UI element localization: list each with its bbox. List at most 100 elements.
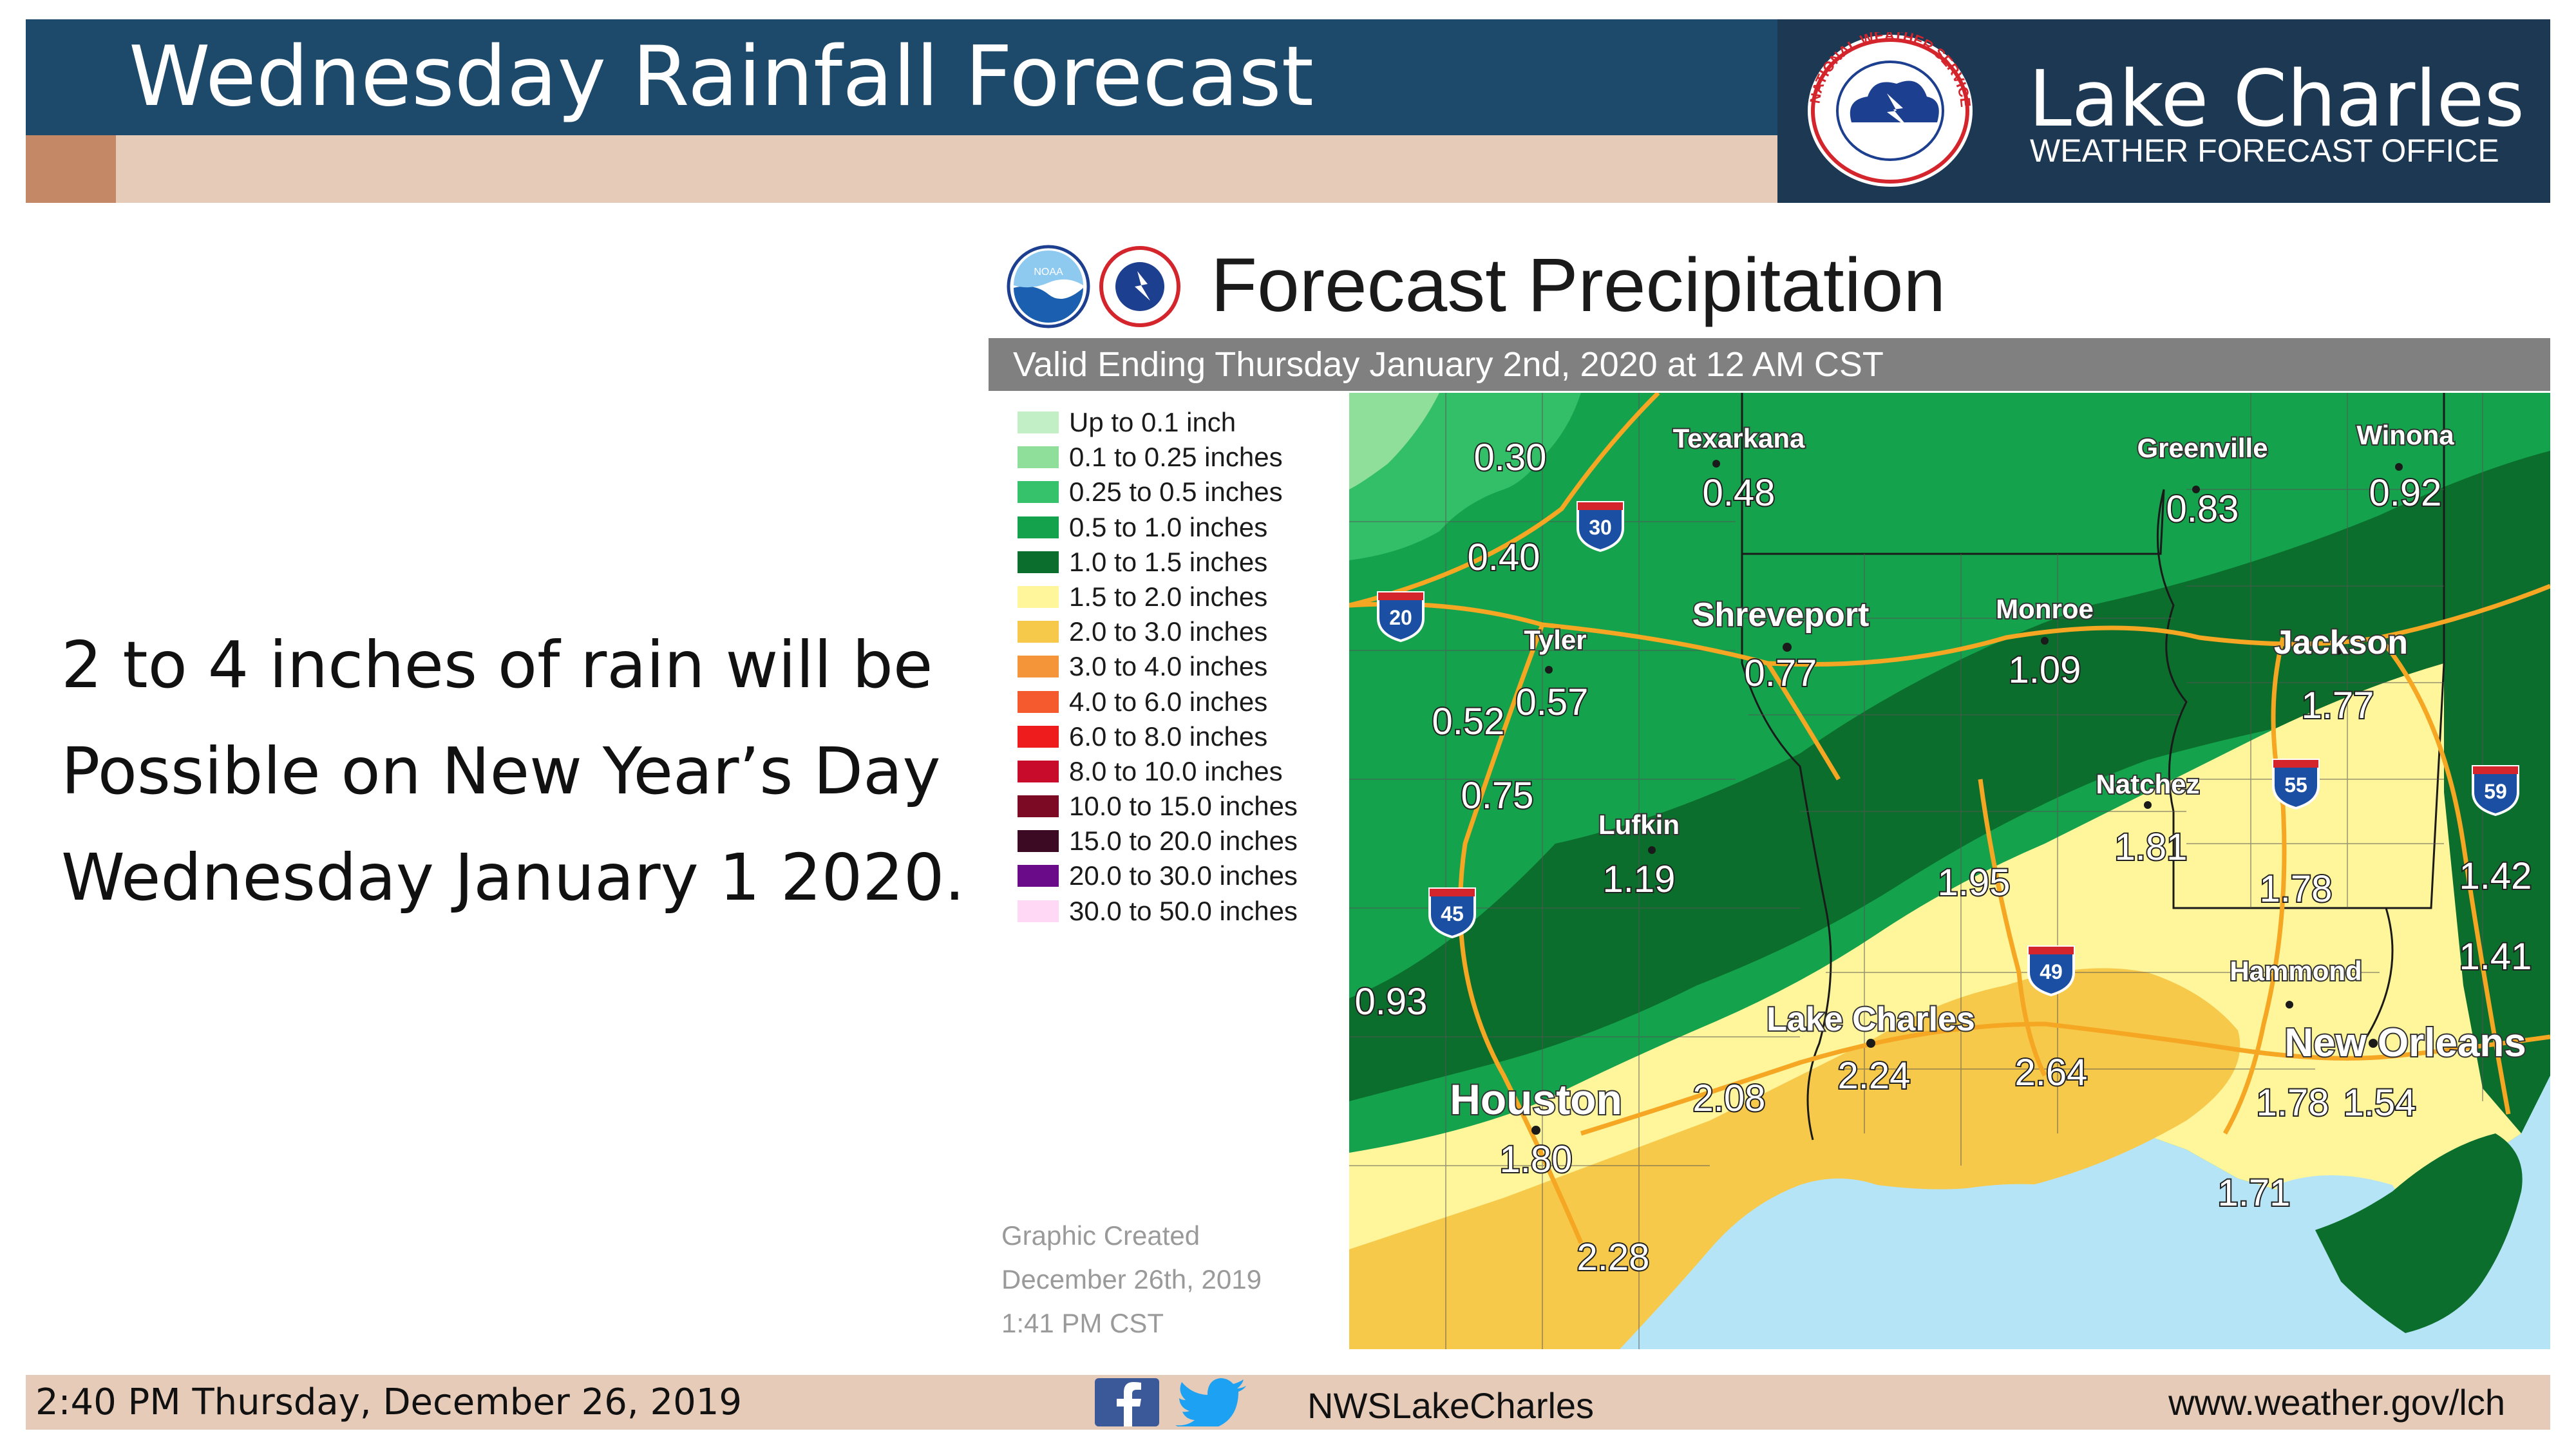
- amount-label: 0.83: [2166, 488, 2239, 530]
- city-label-shreveport: Shreveport: [1692, 596, 1870, 634]
- legend-label: Up to 0.1 inch: [1069, 407, 1236, 437]
- amount-label: 0.77: [1745, 652, 1817, 694]
- legend-item: 2.0 to 3.0 inches: [1018, 617, 1352, 652]
- summary-line: Wednesday January 1 2020.: [61, 840, 965, 915]
- city-label-lufkin: Lufkin: [1598, 810, 1680, 840]
- legend-label: 10.0 to 15.0 inches: [1069, 791, 1298, 822]
- city-label-jackson: Jackson: [2274, 624, 2408, 661]
- amount-label: 1.71: [2218, 1172, 2291, 1214]
- footer-url[interactable]: www.weather.gov/lch: [2168, 1382, 2505, 1423]
- summary-text: 2 to 4 inches of rain will be Possible o…: [61, 612, 995, 931]
- legend-item: 30.0 to 50.0 inches: [1018, 896, 1352, 931]
- precip-map-svg: 30 20 55 59 45: [1349, 393, 2550, 1349]
- noaa-logo: NOAA: [1007, 245, 1090, 328]
- legend-swatch: [1018, 446, 1059, 469]
- footer-bar: [26, 1375, 2550, 1430]
- city-label-lake-charles: Lake Charles: [1766, 1001, 1975, 1038]
- legend-label: 0.1 to 0.25 inches: [1069, 442, 1283, 473]
- legend-item: 8.0 to 10.0 inches: [1018, 755, 1352, 791]
- graphic-created-note: Graphic Created December 26th, 2019 1:41…: [1001, 1214, 1262, 1345]
- legend-label: 2.0 to 3.0 inches: [1069, 616, 1268, 647]
- created-line: December 26th, 2019: [1001, 1264, 1262, 1294]
- amount-label: 2.08: [1693, 1077, 1766, 1119]
- office-banner: NATIONAL WEATHER SERVICE Lake Charles WE…: [1777, 19, 2550, 203]
- graphic-title: Forecast Precipitation: [1211, 243, 1946, 328]
- county-lines: [1349, 393, 2483, 1349]
- legend-label: 15.0 to 20.0 inches: [1069, 826, 1298, 857]
- i59-shield: 59: [2484, 780, 2507, 803]
- legend-item: 1.0 to 1.5 inches: [1018, 547, 1352, 582]
- amount-label: 1.77: [2302, 685, 2374, 726]
- legend-label: 8.0 to 10.0 inches: [1069, 755, 1283, 786]
- legend-item: 4.0 to 6.0 inches: [1018, 687, 1352, 722]
- twitter-icon[interactable]: [1175, 1378, 1253, 1426]
- legend-swatch: [1018, 795, 1059, 818]
- i45-shield: 45: [1441, 902, 1464, 925]
- amount-label: 0.48: [1703, 472, 1776, 514]
- legend-swatch: [1018, 725, 1059, 748]
- legend-label: 20.0 to 30.0 inches: [1069, 860, 1298, 891]
- legend-item: 3.0 to 4.0 inches: [1018, 652, 1352, 687]
- legend-swatch: [1018, 690, 1059, 713]
- amount-label: 1.09: [2009, 649, 2081, 691]
- amount-label: 1.42: [2459, 855, 2532, 897]
- amount-label: 1.80: [1500, 1139, 1573, 1180]
- legend-label: 4.0 to 6.0 inches: [1069, 686, 1268, 717]
- amount-label: 1.19: [1603, 858, 1676, 900]
- legend-item: 1.5 to 2.0 inches: [1018, 582, 1352, 617]
- legend-swatch: [1018, 621, 1059, 643]
- precip-legend: Up to 0.1 inch 0.1 to 0.25 inches 0.25 t…: [1018, 408, 1352, 931]
- legend-label: 1.0 to 1.5 inches: [1069, 546, 1268, 577]
- legend-swatch: [1018, 865, 1059, 887]
- social-handle: NWSLakeCharles: [1307, 1385, 1595, 1426]
- rain-area-delta: [2315, 1133, 2523, 1333]
- legend-swatch: [1018, 585, 1059, 608]
- i55-shield: 55: [2284, 773, 2307, 797]
- legend-item: 0.25 to 0.5 inches: [1018, 477, 1352, 512]
- legend-swatch: [1018, 481, 1059, 504]
- highways: [1349, 393, 2550, 1244]
- legend-swatch: [1018, 760, 1059, 782]
- footer-timestamp: 2:40 PM Thursday, December 26, 2019: [35, 1381, 743, 1423]
- legend-label: 30.0 to 50.0 inches: [1069, 895, 1298, 926]
- legend-item: 15.0 to 20.0 inches: [1018, 826, 1352, 861]
- rain-area-2.0-3.0: [1349, 968, 2240, 1349]
- summary-line: 2 to 4 inches of rain will be: [61, 627, 933, 703]
- legend-label: 0.5 to 1.0 inches: [1069, 511, 1268, 542]
- amount-label: 0.57: [1516, 681, 1589, 723]
- legend-item: 0.1 to 0.25 inches: [1018, 442, 1352, 477]
- created-line: 1:41 PM CST: [1001, 1308, 1164, 1338]
- city-label-hammond: Hammond: [2230, 956, 2362, 986]
- city-label-new-orleans: New Orleans: [2284, 1021, 2526, 1065]
- facebook-icon[interactable]: [1095, 1378, 1159, 1426]
- interstate-shields: 30 20 55 59 45: [1377, 501, 2519, 997]
- amount-label: 1.78: [2257, 1082, 2329, 1124]
- legend-label: 0.25 to 0.5 inches: [1069, 477, 1283, 507]
- legend-item: 0.5 to 1.0 inches: [1018, 511, 1352, 547]
- legend-swatch: [1018, 412, 1059, 433]
- legend-swatch: [1018, 830, 1059, 853]
- legend-item: 6.0 to 8.0 inches: [1018, 721, 1352, 757]
- legend-label: 3.0 to 4.0 inches: [1069, 651, 1268, 682]
- city-label-texarkana: Texarkana: [1673, 423, 1805, 453]
- legend-item: 10.0 to 15.0 inches: [1018, 791, 1352, 826]
- precip-map: 30 20 55 59 45: [1349, 393, 2550, 1349]
- created-line: Graphic Created: [1001, 1220, 1200, 1251]
- city-labels: Texarkana Greenville Winona Shreveport M…: [1448, 419, 2528, 1124]
- amount-label: 2.28: [1577, 1236, 1650, 1278]
- legend-swatch: [1018, 900, 1059, 922]
- amount-label: 2.64: [2015, 1052, 2088, 1094]
- legend-swatch: [1018, 516, 1059, 538]
- state-borders: [1741, 393, 2445, 1141]
- summary-line: Possible on New Year’s Day: [61, 734, 941, 809]
- rain-area-1.0-1.5: [1349, 451, 2550, 1101]
- header-accent-block: [26, 135, 116, 203]
- amount-label: 1.95: [1938, 862, 2011, 904]
- noaa-logo-text: NOAA: [1034, 267, 1063, 278]
- city-label-winona: Winona: [2356, 420, 2454, 450]
- header-bar: [26, 19, 1777, 135]
- amount-label: 1.78: [2260, 868, 2333, 910]
- city-label-greenville: Greenville: [2137, 433, 2268, 463]
- amount-label: 0.75: [1461, 775, 1534, 817]
- city-label-natchez: Natchez: [2096, 769, 2199, 799]
